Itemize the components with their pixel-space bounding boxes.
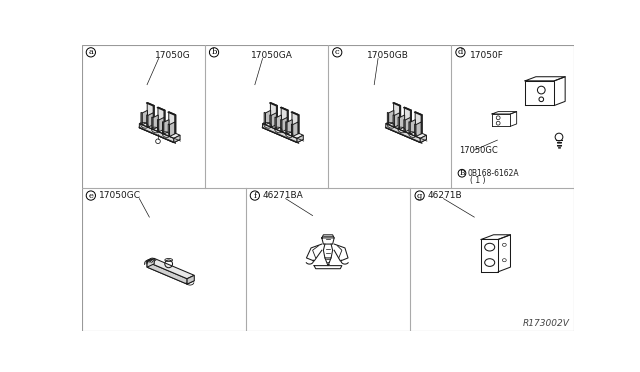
Polygon shape: [387, 112, 388, 125]
Polygon shape: [142, 110, 147, 125]
Text: d: d: [458, 48, 463, 56]
Polygon shape: [271, 113, 276, 127]
Text: a: a: [88, 48, 93, 56]
Polygon shape: [163, 122, 164, 134]
Polygon shape: [275, 117, 276, 129]
Polygon shape: [405, 118, 410, 132]
Polygon shape: [140, 124, 174, 142]
Polygon shape: [141, 112, 142, 125]
Polygon shape: [297, 135, 303, 142]
Polygon shape: [420, 135, 426, 142]
Text: ( 1 ): ( 1 ): [470, 176, 485, 185]
Polygon shape: [285, 122, 287, 134]
Polygon shape: [291, 112, 299, 115]
Polygon shape: [147, 259, 154, 267]
Text: 46271B: 46271B: [428, 191, 462, 200]
Polygon shape: [409, 122, 410, 134]
Polygon shape: [158, 107, 165, 129]
Polygon shape: [157, 107, 165, 110]
Polygon shape: [270, 115, 271, 127]
Polygon shape: [414, 112, 422, 115]
Polygon shape: [386, 125, 426, 142]
Text: f: f: [253, 192, 257, 199]
Polygon shape: [164, 110, 165, 129]
Polygon shape: [393, 115, 394, 127]
Text: b: b: [211, 48, 217, 56]
Polygon shape: [168, 124, 170, 137]
Polygon shape: [269, 103, 277, 106]
Text: e: e: [88, 192, 93, 199]
Polygon shape: [174, 135, 180, 142]
Polygon shape: [394, 103, 401, 124]
Text: c: c: [335, 48, 340, 56]
Polygon shape: [146, 103, 154, 106]
Polygon shape: [147, 115, 148, 127]
Polygon shape: [298, 115, 299, 134]
Polygon shape: [410, 119, 415, 134]
Polygon shape: [292, 122, 298, 137]
Polygon shape: [266, 110, 271, 125]
Text: 17050GB: 17050GB: [367, 51, 408, 60]
Polygon shape: [271, 103, 277, 124]
Polygon shape: [415, 112, 422, 134]
Text: 17050F: 17050F: [470, 51, 504, 60]
Polygon shape: [169, 112, 176, 134]
Polygon shape: [282, 118, 287, 132]
Text: g: g: [417, 192, 422, 199]
Polygon shape: [170, 122, 175, 137]
Polygon shape: [147, 259, 195, 279]
Polygon shape: [262, 121, 303, 138]
Text: 17050G: 17050G: [155, 51, 191, 60]
Polygon shape: [153, 106, 154, 125]
Polygon shape: [281, 107, 288, 129]
Polygon shape: [276, 106, 277, 125]
Polygon shape: [394, 113, 399, 127]
Polygon shape: [276, 115, 282, 129]
Polygon shape: [421, 115, 422, 134]
Polygon shape: [262, 125, 303, 142]
Polygon shape: [386, 124, 420, 142]
Polygon shape: [416, 122, 421, 137]
Polygon shape: [399, 106, 401, 125]
Polygon shape: [398, 117, 399, 129]
Polygon shape: [147, 262, 187, 284]
Text: R173002V: R173002V: [523, 319, 570, 328]
Polygon shape: [281, 119, 282, 132]
Text: 17050GA: 17050GA: [251, 51, 293, 60]
Polygon shape: [187, 275, 195, 284]
Polygon shape: [168, 112, 176, 115]
Polygon shape: [152, 117, 153, 129]
Polygon shape: [148, 113, 153, 127]
Text: 46271BA: 46271BA: [262, 191, 303, 200]
Polygon shape: [140, 125, 180, 142]
Polygon shape: [392, 103, 401, 106]
Polygon shape: [388, 110, 394, 125]
Polygon shape: [140, 121, 180, 138]
Polygon shape: [159, 118, 164, 132]
Text: 17050GC: 17050GC: [99, 191, 141, 200]
Polygon shape: [399, 115, 404, 129]
Text: B: B: [459, 169, 465, 177]
Polygon shape: [287, 110, 288, 129]
Polygon shape: [403, 107, 412, 110]
Polygon shape: [410, 110, 412, 129]
Polygon shape: [264, 112, 266, 125]
Polygon shape: [415, 124, 416, 137]
Polygon shape: [280, 107, 288, 110]
Polygon shape: [164, 119, 169, 134]
Polygon shape: [287, 119, 292, 134]
Polygon shape: [147, 264, 195, 284]
Polygon shape: [175, 115, 176, 134]
Text: 0B168-6162A: 0B168-6162A: [467, 169, 519, 178]
Text: 17050GC: 17050GC: [459, 145, 498, 155]
Polygon shape: [153, 115, 158, 129]
Polygon shape: [147, 103, 154, 124]
Polygon shape: [157, 119, 159, 132]
Polygon shape: [262, 124, 297, 142]
Polygon shape: [404, 107, 412, 129]
Polygon shape: [404, 119, 405, 132]
Polygon shape: [386, 121, 426, 138]
Polygon shape: [292, 112, 299, 134]
Polygon shape: [291, 124, 292, 137]
